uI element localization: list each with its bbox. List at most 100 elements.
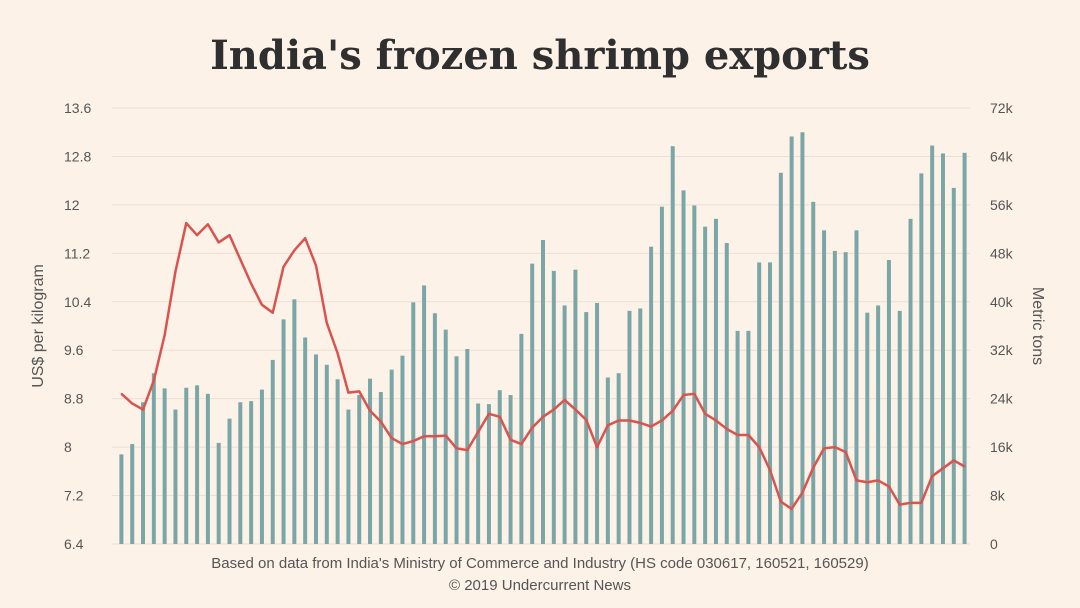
price-point [758, 446, 760, 448]
volume-bar [281, 319, 286, 544]
volume-bar [854, 230, 859, 544]
price-point [877, 479, 879, 482]
left-tick-label: 8.8 [64, 391, 84, 407]
volume-bar [476, 403, 481, 544]
volume-bar [324, 364, 329, 544]
price-line [120, 221, 966, 511]
price-point [563, 399, 566, 401]
price-point [780, 500, 782, 503]
volume-bar [703, 226, 708, 544]
volume-bar [346, 409, 351, 544]
price-point [120, 393, 123, 395]
volume-bar [843, 252, 848, 544]
price-point [196, 234, 198, 236]
left-tick-label: 11.2 [64, 245, 90, 261]
price-point [596, 446, 598, 448]
price-point [509, 439, 512, 441]
price-point [444, 434, 447, 437]
volume-bar [151, 373, 156, 544]
price-point [585, 419, 588, 421]
price-point [671, 409, 674, 412]
volume-bar [789, 136, 794, 544]
volume-bar [713, 218, 718, 544]
price-point [498, 416, 501, 418]
volume-bar [551, 270, 556, 544]
price-point [823, 447, 825, 450]
price-point [952, 459, 955, 462]
price-point [736, 434, 739, 436]
price-point [553, 408, 555, 411]
price-point [531, 426, 533, 429]
right-tick-label: 32k [990, 342, 1014, 358]
price-point [607, 424, 609, 427]
volume-bar [886, 259, 891, 544]
price-point [282, 265, 285, 268]
volume-bar [692, 205, 697, 545]
volume-bar [659, 206, 664, 544]
volume-bar [562, 305, 567, 544]
source-note: Based on data from India's Ministry of C… [0, 553, 1080, 597]
price-point [866, 481, 869, 484]
volume-bar [800, 132, 805, 544]
right-tick-label: 0 [990, 536, 998, 552]
volume-bar [832, 250, 837, 544]
price-point [304, 237, 306, 239]
volume-bar [595, 302, 600, 544]
price-point [239, 258, 242, 261]
price-point [931, 475, 933, 477]
price-point [401, 443, 404, 445]
volume-bar [313, 354, 318, 544]
price-point [466, 449, 469, 451]
price-point [228, 234, 231, 236]
price-point [261, 304, 263, 306]
price-point [855, 479, 858, 482]
price-point [347, 391, 350, 394]
price-point [142, 408, 144, 411]
price-point [898, 503, 901, 506]
volume-bar [573, 269, 578, 544]
volume-bar [757, 262, 762, 544]
volume-bar [486, 404, 491, 544]
volume-bar [897, 310, 902, 544]
volume-bar [400, 355, 405, 544]
price-point [153, 379, 155, 382]
left-tick-label: 12 [64, 197, 80, 213]
volume-bar [119, 454, 124, 544]
volume-bar [940, 153, 945, 545]
price-point [963, 465, 966, 468]
left-tick-label: 6.4 [64, 536, 84, 552]
price-point [520, 443, 523, 445]
volume-bar [584, 312, 589, 544]
volume-bar [876, 305, 881, 544]
volume-bar [335, 379, 340, 544]
price-point [888, 485, 890, 488]
price-point [790, 508, 793, 510]
volume-bar [811, 201, 816, 545]
price-point [434, 435, 436, 438]
volume-bar [303, 337, 308, 544]
price-point [293, 249, 296, 252]
price-point [942, 467, 944, 470]
right-tick-label: 64k [990, 148, 1014, 164]
right-tick-label: 16k [990, 439, 1014, 455]
price-point [693, 393, 696, 395]
price-point [844, 451, 847, 453]
volume-bar [411, 302, 416, 544]
price-point [704, 413, 706, 415]
price-point [271, 311, 274, 314]
left-axis-ticks: 6.4 7.2 8 8.8 9.6 10.4 11.2 12 12.8 13.6 [64, 100, 91, 552]
volume-bar [627, 310, 632, 544]
price-point [369, 409, 371, 412]
volume-bar [649, 246, 654, 545]
volume-bar [238, 402, 243, 544]
price-point [769, 469, 771, 471]
price-point [423, 435, 425, 438]
chart-title: India's frozen shrimp exports [210, 32, 870, 79]
volume-bar [162, 388, 167, 544]
volume-bar [432, 313, 437, 544]
price-point [617, 419, 620, 422]
volume-bar [919, 173, 924, 544]
right-tick-label: 8k [990, 488, 1006, 504]
price-point [747, 434, 750, 436]
volume-bar [195, 385, 200, 544]
